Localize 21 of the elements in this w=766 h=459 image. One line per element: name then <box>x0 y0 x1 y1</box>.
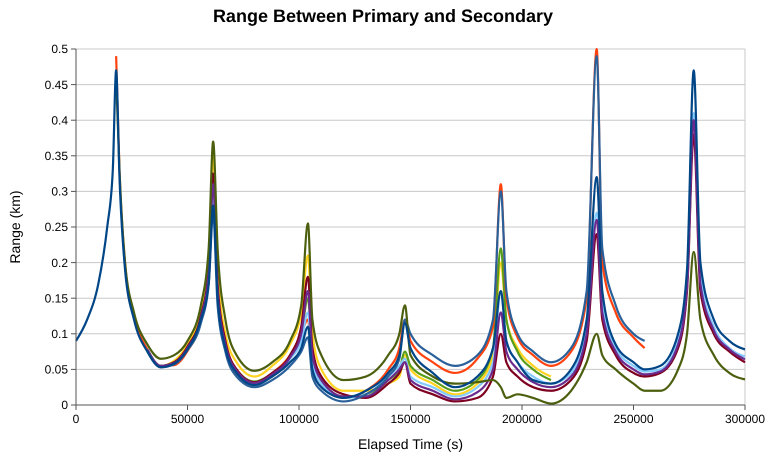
x-tick-label: 150000 <box>390 412 431 426</box>
y-tick-label: 0.4 <box>51 113 68 128</box>
y-tick-label: 0 <box>61 398 68 412</box>
y-tick-label: 0.2 <box>51 256 68 270</box>
x-tick-label: 300000 <box>724 412 766 426</box>
y-tick-label: 0.45 <box>44 78 68 92</box>
y-axis-title: Range (km) <box>7 190 23 264</box>
y-tick-label: 0.25 <box>44 220 68 234</box>
x-tick-label: 0 <box>72 412 80 426</box>
y-tick-label: 0.05 <box>44 362 68 377</box>
x-axis-title: Elapsed Time (s) <box>358 436 464 452</box>
y-tick-label: 0.15 <box>44 291 68 306</box>
chart-title: Range Between Primary and Secondary <box>212 6 554 26</box>
y-tick-label: 0.5 <box>51 42 68 56</box>
y-tick-label: 0.1 <box>51 327 68 341</box>
x-tick-label: 250000 <box>613 412 654 426</box>
x-tick-label: 50000 <box>170 412 205 426</box>
x-tick-label: 200000 <box>502 412 542 426</box>
y-tick-label: 0.35 <box>44 149 68 163</box>
x-tick-label: 100000 <box>278 412 320 426</box>
y-tick-label: 0.3 <box>51 184 68 199</box>
